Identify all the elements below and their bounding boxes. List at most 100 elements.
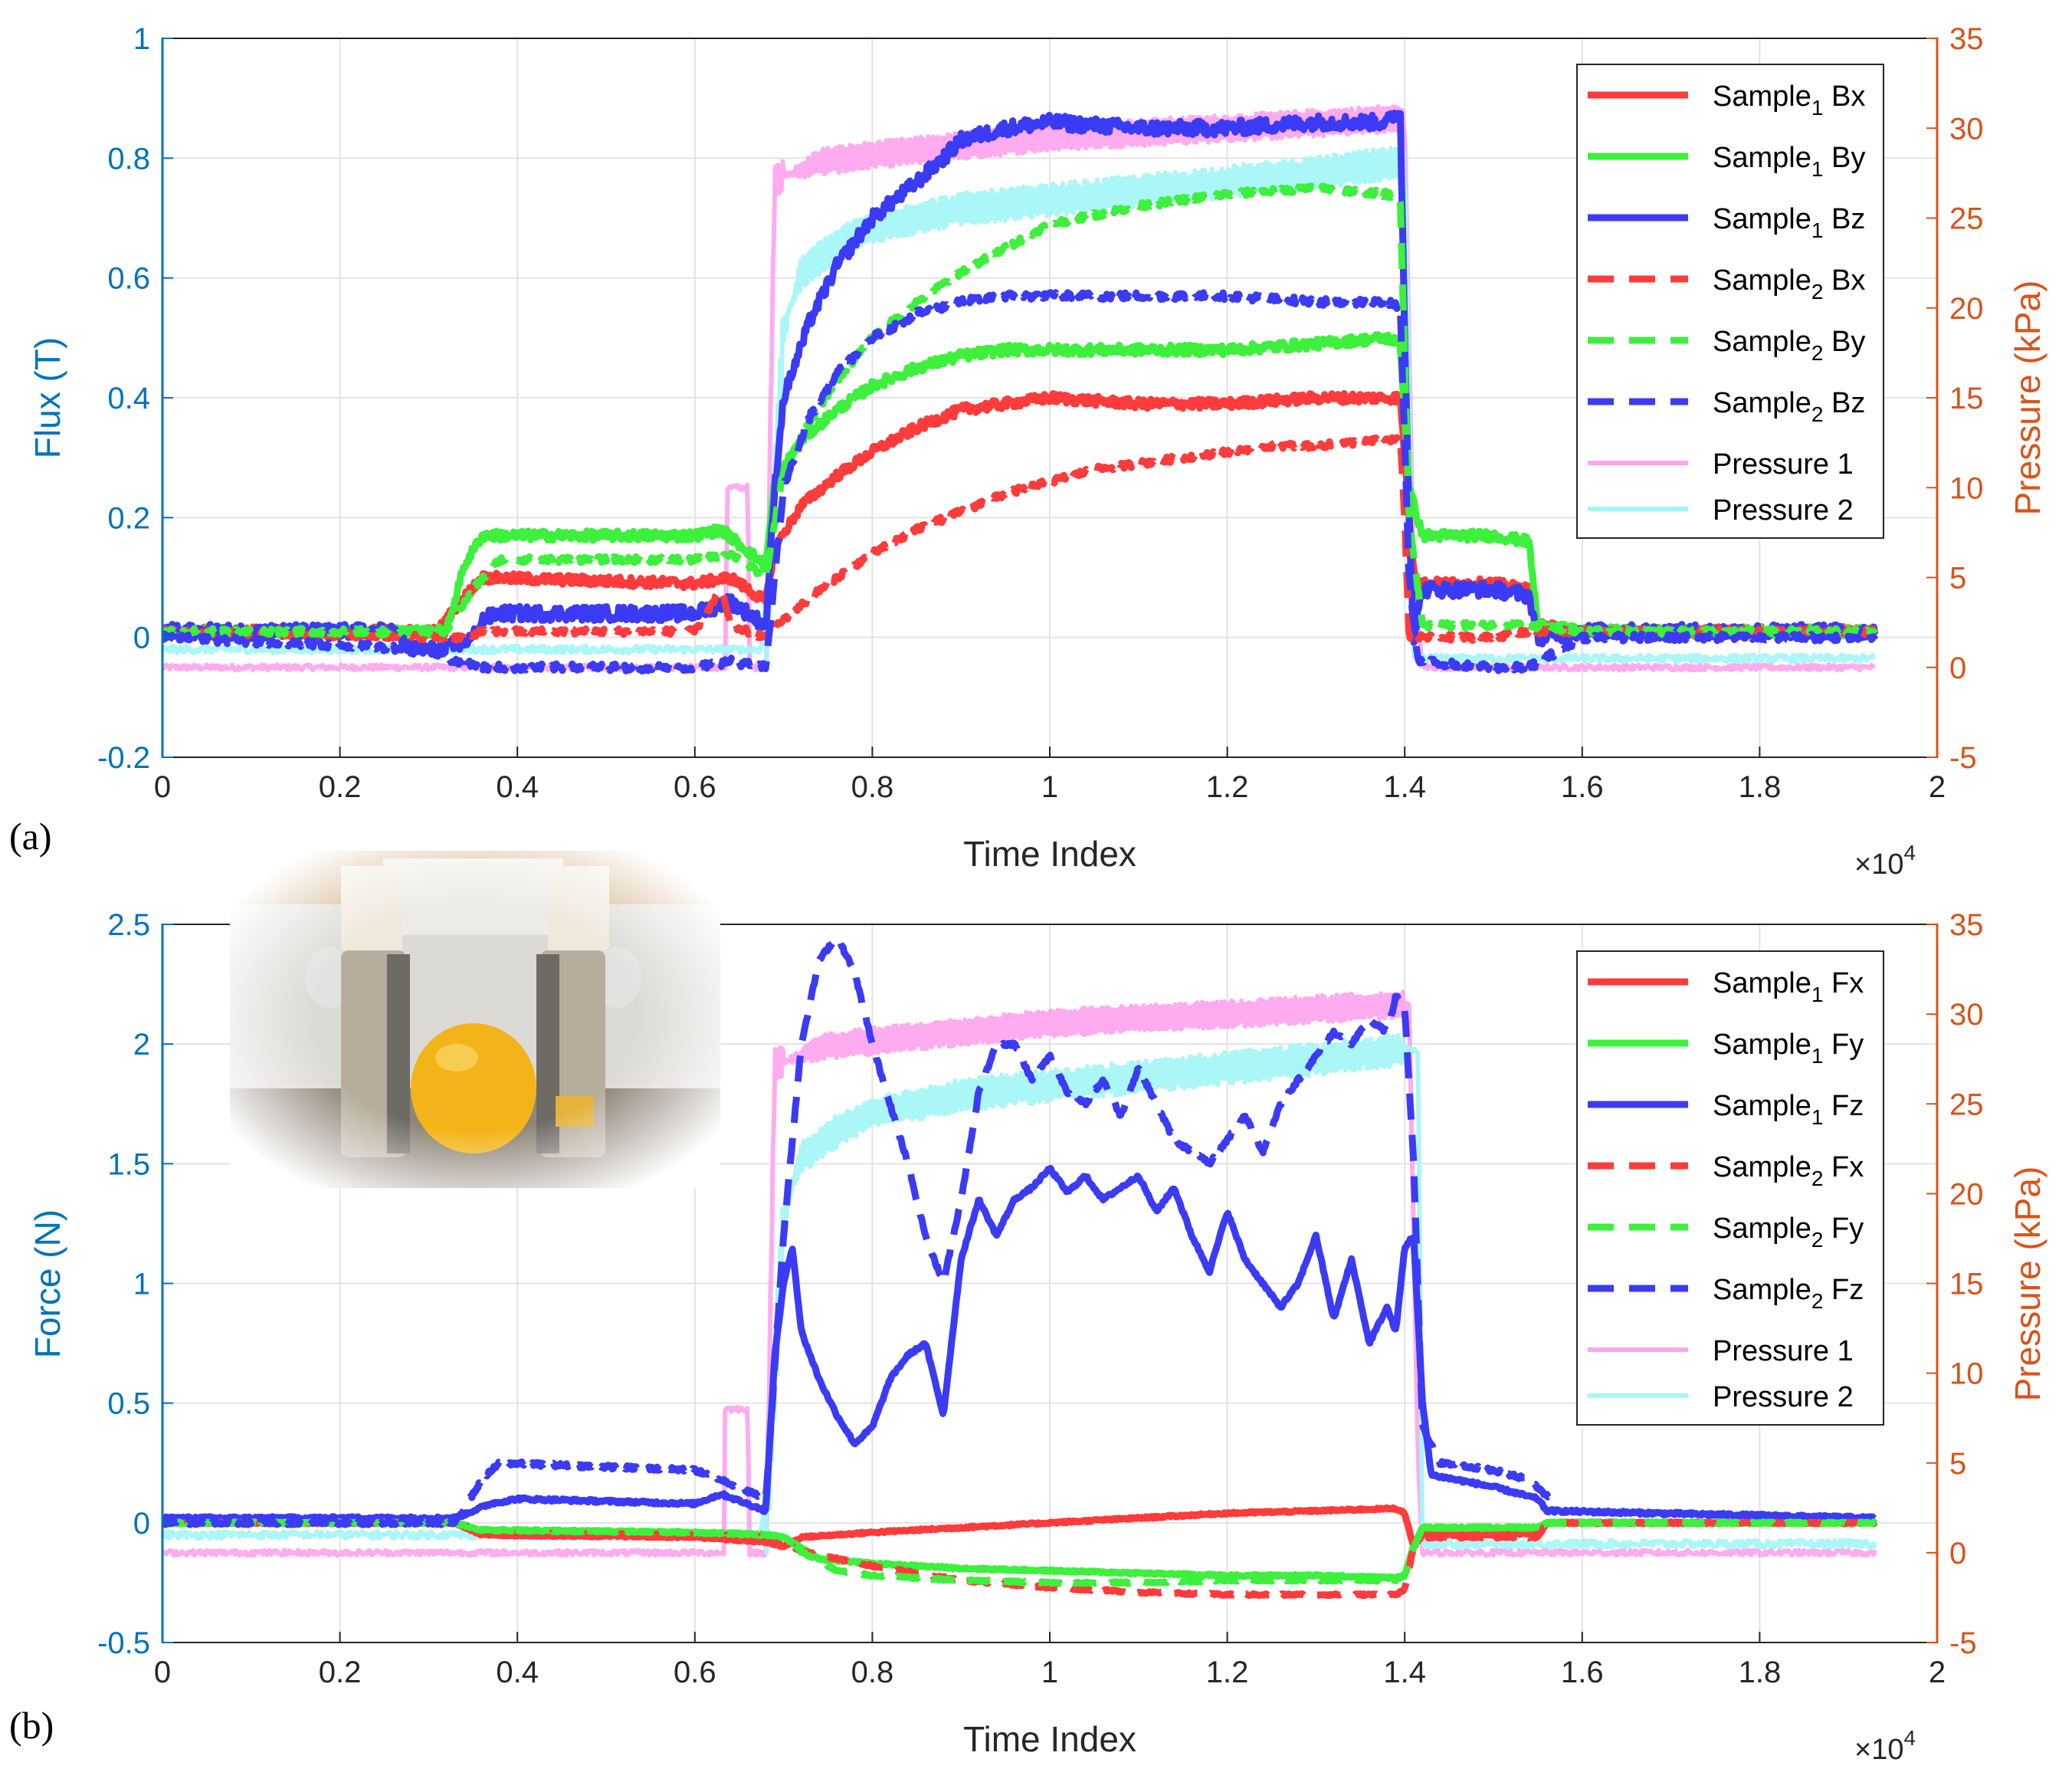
panel-a-y2-tick-label: 5 bbox=[1949, 562, 1966, 596]
panel-b-x-tick-label: 1.4 bbox=[1383, 1656, 1426, 1689]
panel-b-x-tick-label: 1 bbox=[1041, 1656, 1058, 1689]
legend-entry-subscript: 1 bbox=[1811, 218, 1824, 242]
panel-b-legend-entry: Sample2 Fy bbox=[1713, 1213, 1864, 1252]
panel-b-y2-tick-label: 0 bbox=[1949, 1537, 1966, 1570]
legend-entry-base: Sample bbox=[1713, 326, 1811, 358]
panel-a-x-tick-label: 1.6 bbox=[1561, 770, 1604, 804]
legend-entry-base: Pressure 1 bbox=[1713, 1335, 1854, 1367]
panel-a-y-tick-label: 0.8 bbox=[107, 142, 150, 176]
legend-entry-tail: Bz bbox=[1823, 387, 1865, 419]
panel-a-legend-entry: Pressure 2 bbox=[1713, 494, 1854, 527]
panel-b-y2-tick-label: 10 bbox=[1949, 1357, 1984, 1391]
legend-entry-base: Pressure 2 bbox=[1713, 1381, 1854, 1413]
panel-a-legend-entry: Sample1 Bx bbox=[1713, 80, 1865, 120]
panel-b-y2-tick-label: 30 bbox=[1949, 998, 1984, 1032]
legend-entry-base: Sample bbox=[1713, 1029, 1811, 1061]
panel-b-legend-entry: Sample1 Fy bbox=[1713, 1029, 1864, 1068]
legend-entry-tail: Bz bbox=[1823, 203, 1865, 235]
legend-entry-subscript: 1 bbox=[1811, 983, 1824, 1006]
inset-photo-gripper bbox=[230, 851, 720, 1188]
legend-entry-base: Sample bbox=[1713, 1090, 1811, 1122]
panel-a-y2-ticks: -5 0 5 10 15 20 25 30 35 bbox=[1926, 22, 1984, 775]
panel-a-y-tick-label: 0.2 bbox=[107, 501, 150, 535]
panel-b-x-exponent: ×104 bbox=[1854, 1726, 1916, 1766]
legend-entry-tail: Fy bbox=[1823, 1213, 1864, 1245]
panel-a-legend-entry: Sample2 By bbox=[1713, 326, 1865, 365]
panel-a-y-tick-label: 1 bbox=[133, 22, 150, 56]
panel-a-legend-entry: Pressure 1 bbox=[1713, 448, 1854, 481]
panel-a-x-tick-label: 1 bbox=[1041, 770, 1058, 804]
panel-b-x-exponent-base: ×10 bbox=[1854, 1734, 1903, 1766]
panel-a-y2-tick-label: 15 bbox=[1949, 382, 1984, 415]
panel-a-series bbox=[162, 104, 1879, 674]
panel-a-y-tick-label: 0.6 bbox=[107, 262, 150, 296]
panel-b-y2-tick-label: 15 bbox=[1949, 1268, 1984, 1301]
legend-entry-subscript: 1 bbox=[1811, 1105, 1824, 1129]
panel-b-legend-entry: Pressure 2 bbox=[1713, 1381, 1854, 1413]
panel-b-legend-box bbox=[1576, 950, 1884, 1426]
panel-b-y-tick-label: 2.5 bbox=[107, 908, 150, 942]
legend-entry-base: Pressure 2 bbox=[1713, 494, 1854, 527]
legend-entry-tail: By bbox=[1823, 142, 1865, 174]
legend-entry-subscript: 2 bbox=[1811, 341, 1824, 365]
panel-a-y2-axis-label: Pressure (kPa) bbox=[2008, 281, 2047, 516]
panel-b-series-sample1-fz bbox=[162, 1164, 1877, 1523]
panel-b-series-sample2-fz bbox=[162, 934, 1559, 1528]
panel-b-x-tick-label: 0.6 bbox=[674, 1656, 716, 1689]
panel-b-y2-tick-label: 35 bbox=[1949, 908, 1984, 942]
panel-b-y-ticks: -0.5 0 0.5 1 1.5 2 2.5 bbox=[97, 908, 173, 1660]
panel-a-legend-entry: Sample1 By bbox=[1713, 142, 1865, 181]
legend-entry-base: Pressure 1 bbox=[1713, 448, 1854, 481]
panel-b-x-tick-label: 1.8 bbox=[1739, 1656, 1782, 1689]
panel-b-y-tick-label: 1.5 bbox=[107, 1147, 150, 1181]
panel-b-series-pressure-2 bbox=[162, 1032, 1877, 1555]
legend-entry-tail: Bx bbox=[1823, 264, 1865, 297]
panel-a-y2-tick-label: 25 bbox=[1949, 202, 1984, 236]
panel-b-x-axis-label: Time Index bbox=[963, 1719, 1136, 1759]
panel-b-series-sample2-fy bbox=[162, 1518, 1877, 1587]
legend-entry-tail: Fz bbox=[1823, 1274, 1864, 1306]
panel-a-x-tick-label: 0 bbox=[154, 770, 171, 804]
panel-a-y2-tick-label: 20 bbox=[1949, 292, 1984, 326]
panel-a-legend-entry: Sample2 Bz bbox=[1713, 387, 1865, 426]
legend-entry-subscript: 2 bbox=[1811, 402, 1824, 426]
panel-b-y-tick-label: 1 bbox=[133, 1268, 150, 1301]
legend-entry-subscript: 1 bbox=[1811, 1044, 1824, 1068]
panel-a-x-tick-label: 0.6 bbox=[674, 770, 716, 804]
legend-entry-subscript: 1 bbox=[1811, 96, 1824, 120]
legend-entry-subscript: 1 bbox=[1811, 157, 1824, 181]
legend-entry-base: Sample bbox=[1713, 80, 1811, 113]
panel-b-x-tick-label: 0.2 bbox=[319, 1656, 362, 1689]
panel-b-legend-entry: Sample2 Fx bbox=[1713, 1151, 1864, 1190]
panel-b-legend-entry: Pressure 1 bbox=[1713, 1335, 1854, 1367]
panel-a-y2-tick-label: 10 bbox=[1949, 471, 1984, 505]
panel-b-y2-tick-label: -5 bbox=[1949, 1626, 1977, 1660]
photo-vignette bbox=[230, 851, 720, 1188]
legend-entry-base: Sample bbox=[1713, 203, 1811, 235]
panel-b-y-tick-label: 2 bbox=[133, 1028, 150, 1062]
panel-b-legend-entry: Sample1 Fx bbox=[1713, 967, 1864, 1006]
legend-entry-subscript: 2 bbox=[1811, 1167, 1824, 1190]
panel-a-x-tick-label: 0.8 bbox=[851, 770, 894, 804]
panel-a-x-exponent: ×104 bbox=[1854, 841, 1916, 881]
legend-entry-tail: Fy bbox=[1823, 1029, 1864, 1061]
panel-a-x-exponent-base: ×10 bbox=[1854, 848, 1903, 881]
panel-b-series-pressure-1 bbox=[162, 989, 1877, 1558]
panel-a-y-tick-label: -0.2 bbox=[97, 741, 150, 775]
panel-a-label: (a) bbox=[9, 815, 52, 858]
panel-a-legend-entry: Sample2 Bx bbox=[1713, 264, 1865, 304]
panel-a-x-tick-label: 0.2 bbox=[319, 770, 362, 804]
panel-b-x-tick-label: 0 bbox=[154, 1656, 171, 1689]
panel-a-y-tick-label: 0.4 bbox=[107, 382, 150, 415]
panel-b-y2-tick-label: 25 bbox=[1949, 1088, 1984, 1121]
legend-entry-tail: Fx bbox=[1823, 967, 1864, 999]
panel-a-x-tick-label: 1.2 bbox=[1206, 770, 1249, 804]
panel-b-y2-axis-label: Pressure (kPa) bbox=[2008, 1167, 2047, 1402]
panel-a-x-axis-label: Time Index bbox=[963, 834, 1136, 874]
panel-a-y2-tick-label: -5 bbox=[1949, 741, 1977, 775]
panel-a-legend-entry: Sample1 Bz bbox=[1713, 203, 1865, 242]
panel-a-x-tick-label: 1.4 bbox=[1383, 770, 1426, 804]
